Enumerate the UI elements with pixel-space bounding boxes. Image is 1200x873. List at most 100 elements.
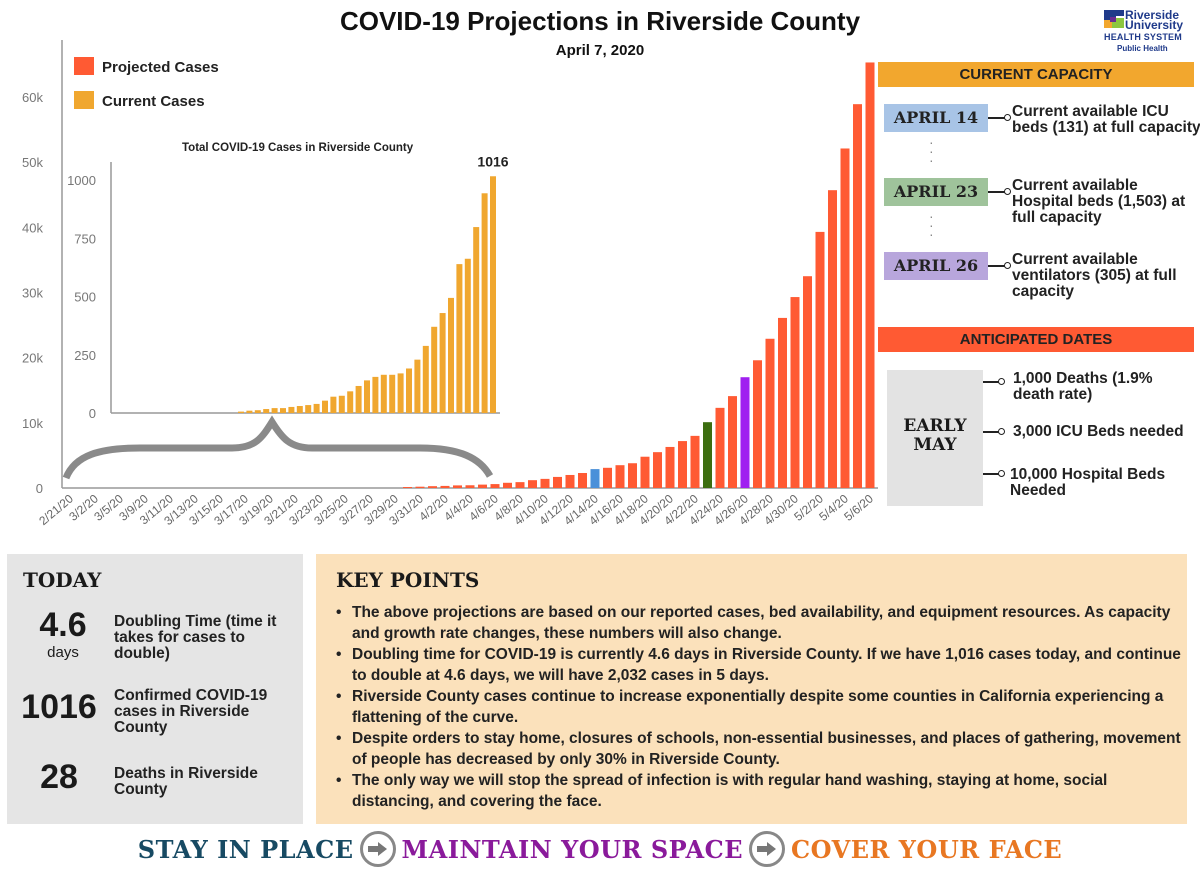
current-bar-3-15-20 [296, 406, 303, 413]
main-y-tick-label: 60k [22, 90, 43, 105]
projected-bar-4-27-20 [753, 360, 762, 488]
projected-bar-4-10-20 [540, 478, 550, 488]
connector-dot-icon [1004, 114, 1011, 121]
today-panel: TODAY 4.6 days Doubling Time (time it ta… [7, 554, 303, 824]
connector-line [983, 431, 1003, 433]
current-bar-4-3-20 [456, 264, 463, 413]
slogan-cover-your-face: COVER YOUR FACE [791, 834, 1063, 864]
key-points-panel: KEY POINTS The above projections are bas… [316, 554, 1187, 824]
current-bar-3-13-20 [280, 408, 286, 413]
doubling-time-value: 4.6 [39, 606, 87, 644]
vertical-dots-icon: · · · [929, 208, 934, 242]
projected-bar-5-1-20 [803, 276, 812, 488]
anticipated-hospital-beds: 10,000 Hospital Beds Needed [1010, 466, 1166, 499]
current-bar-3-10-20 [254, 410, 261, 413]
key-points-list: The above projections are based on our r… [334, 602, 1184, 812]
projected-bar-4-13-20 [578, 473, 587, 488]
connector-dot-icon [998, 378, 1005, 385]
projected-bar-4-26-20 [740, 377, 750, 488]
main-x-tick-label: 5/6/20 [841, 491, 876, 523]
connector-line [983, 473, 1003, 475]
current-bar-3-18-20 [322, 400, 328, 413]
projected-bar-4-2-20 [440, 485, 450, 488]
early-may-box: EARLY MAY [887, 370, 983, 506]
connector-line [983, 381, 1003, 383]
projected-bar-4-4-20 [465, 485, 475, 488]
slogan-maintain-your-space: MAINTAIN YOUR SPACE [401, 834, 743, 864]
legend-label-current: Current Cases [102, 93, 205, 110]
projected-bar-3-30-20 [403, 487, 412, 488]
projected-bar-4-8-20 [515, 482, 525, 488]
doubling-time-label: Doubling Time (time it takes for cases t… [114, 613, 277, 662]
date-box-april-14: APRIL 14 [884, 104, 988, 132]
page-title: COVID-19 Projections in Riverside County [339, 6, 861, 36]
current-bar-4-4-20 [464, 258, 471, 413]
deaths-label: Deaths in Riverside County [114, 765, 258, 798]
current-bar-3-22-20 [355, 385, 362, 413]
date-box-april-23: APRIL 23 [884, 178, 988, 206]
connector-dot-icon [998, 470, 1005, 477]
key-points-title: KEY POINTS [336, 568, 480, 592]
vertical-dots-icon: · · · [929, 134, 934, 168]
inset-chart: Total COVID-19 Cases in Riverside County… [67, 142, 509, 421]
connector-dot-icon [998, 428, 1005, 435]
inset-y-tick-label: 1000 [67, 173, 96, 188]
inset-y-tick-label: 750 [74, 231, 96, 246]
current-bar-3-17-20 [313, 403, 320, 413]
anticipated-icu-beds: 3,000 ICU Beds needed [1013, 423, 1184, 440]
logo-line3: HEALTH SYSTEM [1104, 32, 1182, 42]
zoom-brace [62, 415, 494, 480]
projected-bar-4-24-20 [715, 407, 725, 488]
projected-bar-4-29-20 [778, 317, 787, 488]
projected-bar-4-18-20 [640, 456, 650, 488]
anticipated-dates-header: ANTICIPATED DATES [878, 327, 1194, 352]
projected-bar-4-30-20 [790, 297, 800, 488]
current-bar-3-31-20 [431, 326, 438, 413]
current-bar-4-2-20 [448, 297, 454, 413]
projected-bar-3-31-20 [415, 486, 425, 488]
current-bar-3-11-20 [263, 409, 270, 413]
current-bar-4-5-20 [473, 227, 480, 413]
key-point-item: The above projections are based on our r… [334, 602, 1184, 644]
projected-bar-4-25-20 [728, 396, 737, 488]
current-bar-3-8-20 [238, 411, 244, 413]
confirmed-cases-label: Confirmed COVID-19 cases in Riverside Co… [114, 687, 268, 736]
current-bar-3-20-20 [338, 395, 345, 413]
projected-bar-4-28-20 [765, 338, 775, 488]
current-bar-3-30-20 [422, 345, 429, 413]
projected-bar-4-15-20 [603, 467, 612, 488]
key-point-item: Despite orders to stay home, closures of… [334, 728, 1184, 770]
capacity-text-hospital: Current available Hospital beds (1,503) … [1012, 177, 1186, 226]
legend-swatch-projected [74, 57, 94, 75]
current-bar-3-27-20 [397, 373, 404, 413]
connector-dot-icon [1004, 188, 1011, 195]
logo-line2: University [1125, 18, 1184, 32]
current-bar-3-21-20 [347, 391, 354, 413]
projected-bar-4-14-20 [590, 469, 600, 488]
riverside-logo: Riverside University HEALTH SYSTEM Publi… [1100, 8, 1195, 56]
current-bar-3-25-20 [380, 374, 387, 413]
logo-line4: Public Health [1117, 44, 1168, 53]
projected-bar-4-21-20 [678, 441, 687, 488]
inset-y-tick-label: 500 [74, 290, 96, 305]
projected-bar-4-11-20 [553, 476, 562, 488]
connector-line [988, 191, 1008, 193]
capacity-text-ventilators: Current available ventilators (305) at f… [1012, 251, 1177, 300]
projected-bar-4-6-20 [490, 484, 500, 488]
current-bar-4-1-20 [439, 313, 446, 413]
main-y-tick-label: 20k [22, 351, 43, 366]
projected-bar-4-17-20 [628, 463, 637, 488]
main-y-tick-label: 40k [22, 220, 43, 235]
legend-swatch-current [74, 91, 94, 109]
projected-bar-4-16-20 [615, 465, 625, 488]
footer-slogans: STAY IN PLACE MAINTAIN YOUR SPACE COVER … [0, 829, 1200, 869]
key-point-item: The only way we will stop the spread of … [334, 770, 1184, 812]
current-bar-3-9-20 [246, 410, 253, 413]
logo-line1: Riverside [1125, 8, 1180, 22]
projected-bar-5-2-20 [815, 231, 825, 488]
main-y-tick-label: 10k [22, 416, 43, 431]
current-bar-3-14-20 [288, 406, 295, 413]
logo-mark-icon [1104, 10, 1124, 28]
projected-bar-5-4-20 [840, 148, 850, 488]
